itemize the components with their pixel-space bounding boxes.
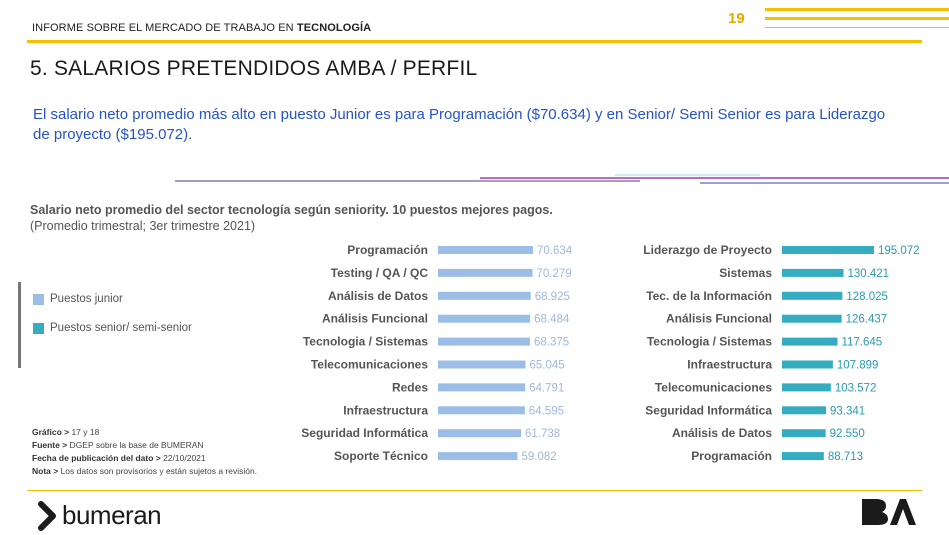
source-notes: Gráfico > 17 y 18 Fuente > DGEP sobre la… — [32, 426, 257, 478]
legend-side-bar — [18, 282, 21, 368]
intro-text: El salario neto promedio más alto en pue… — [33, 106, 886, 143]
value-label: 61.738 — [525, 428, 560, 440]
section-title: 5. SALARIOS PRETENDIDOS AMBA / PERFIL — [30, 57, 478, 80]
intro-divider — [175, 174, 949, 184]
category-label: Tecnologia / Sistemas — [647, 335, 772, 349]
category-label: Análisis Funcional — [666, 312, 772, 326]
value-label: 64.595 — [529, 405, 564, 417]
header-rule — [27, 40, 922, 43]
value-label: 103.572 — [835, 382, 877, 394]
bar — [438, 268, 533, 277]
bar — [782, 337, 838, 346]
bar — [438, 314, 531, 323]
chart-subtitle: (Promedio trimestral; 3er trimestre 2021… — [30, 219, 256, 233]
category-label: Programación — [691, 449, 772, 463]
value-label: 65.045 — [529, 360, 564, 372]
value-label: 68.375 — [534, 337, 569, 349]
value-label: 126.437 — [846, 314, 888, 326]
bar — [782, 246, 874, 254]
category-label: Infraestructura — [687, 358, 772, 372]
value-label: 88.713 — [828, 451, 863, 463]
value-label: 70.634 — [537, 245, 573, 257]
header-decor-line-1 — [765, 8, 949, 11]
bar — [438, 383, 526, 392]
note-grafico: Gráfico > 17 y 18 — [32, 427, 100, 437]
chart-junior: Programación 70.634 Testing / QA / QC 70.27… — [301, 243, 573, 463]
bar — [438, 246, 533, 254]
value-label: 107.899 — [837, 360, 879, 372]
report-header-title: INFORME SOBRE EL MERCADO DE TRABAJO EN T… — [32, 22, 372, 34]
ba-logo-icon — [862, 499, 916, 525]
bar — [782, 268, 844, 277]
value-label: 117.645 — [841, 337, 882, 349]
bar — [782, 291, 843, 300]
bar — [782, 360, 833, 369]
legend-label-senior: Puestos senior/ semi-senior — [50, 322, 192, 334]
bar — [438, 406, 525, 415]
bar — [782, 383, 831, 392]
value-label: 128.025 — [846, 291, 888, 303]
category-label: Sistemas — [719, 266, 772, 280]
legend-item-junior: Puestos junior — [33, 293, 123, 305]
bumeran-logo: bumeran — [38, 500, 162, 531]
category-label: Telecomunicaciones — [655, 380, 772, 394]
category-label: Análisis de Datos — [672, 426, 772, 440]
category-label: Telecomunicaciones — [311, 358, 428, 372]
category-label: Seguridad Informática — [301, 426, 428, 440]
chart-title: Salario neto promedio del sector tecnolo… — [30, 203, 553, 217]
category-label: Tec. de la Información — [646, 289, 772, 303]
bar — [438, 452, 518, 461]
bumeran-arrow-icon — [38, 500, 56, 531]
category-label: Programación — [347, 243, 428, 257]
chart-senior: Liderazgo de Proyecto 195.072 Sistemas 130.… — [643, 243, 920, 463]
bar — [782, 429, 826, 438]
category-label: Redes — [392, 380, 428, 394]
value-label: 130.421 — [848, 268, 890, 280]
value-label: 68.925 — [535, 291, 570, 303]
note-fuente: Fuente > DGEP sobre la base de BUMERAN — [32, 440, 204, 450]
note-nota: Nota > Los datos son provisorios y están… — [32, 466, 258, 476]
value-label: 68.484 — [534, 314, 570, 326]
footer-rule — [27, 490, 922, 491]
legend-swatch-junior — [33, 293, 44, 305]
category-label: Tecnologia / Sistemas — [303, 335, 428, 349]
header-decor-line-2 — [765, 17, 949, 20]
value-label: 64.791 — [529, 382, 564, 394]
bar — [438, 337, 530, 346]
note-fecha: Fecha de publicación del dato > 22/10/20… — [32, 453, 206, 463]
value-label: 59.082 — [521, 451, 556, 463]
bar — [782, 314, 842, 323]
category-label: Soporte Técnico — [334, 449, 428, 463]
category-label: Infraestructura — [343, 403, 428, 417]
category-label: Análisis Funcional — [322, 312, 428, 326]
header-decor-line-3 — [765, 27, 949, 28]
page-number: 19 — [728, 10, 745, 27]
bumeran-wordmark: bumeran — [62, 500, 162, 530]
category-label: Liderazgo de Proyecto — [643, 243, 772, 257]
legend-swatch-senior — [33, 322, 44, 334]
category-label: Testing / QA / QC — [331, 266, 429, 280]
bar — [782, 406, 827, 415]
legend-item-senior: Puestos senior/ semi-senior — [33, 322, 192, 334]
bar — [438, 429, 522, 438]
value-label: 195.072 — [878, 245, 920, 257]
bar — [438, 291, 531, 300]
value-label: 70.279 — [537, 268, 572, 280]
value-label: 93.341 — [830, 405, 865, 417]
bar — [782, 452, 824, 461]
category-label: Análisis de Datos — [328, 289, 428, 303]
category-label: Seguridad Informática — [645, 403, 772, 417]
bar — [438, 360, 526, 369]
value-label: 92.550 — [830, 428, 865, 440]
legend-label-junior: Puestos junior — [50, 293, 123, 305]
